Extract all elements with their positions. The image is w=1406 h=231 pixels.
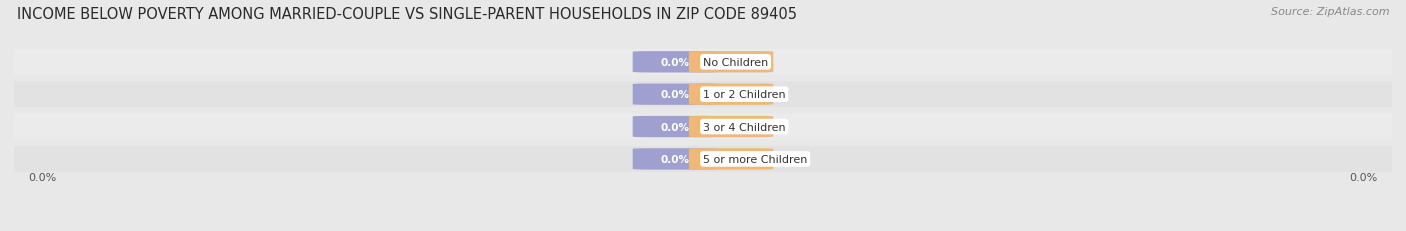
Text: 3 or 4 Children: 3 or 4 Children [703,122,786,132]
Text: 0.0%: 0.0% [661,122,689,132]
Text: 0.0%: 0.0% [661,58,689,67]
Text: 0.0%: 0.0% [28,172,56,182]
FancyBboxPatch shape [633,149,717,170]
FancyBboxPatch shape [689,52,773,73]
Text: 1 or 2 Children: 1 or 2 Children [703,90,786,100]
FancyBboxPatch shape [689,149,773,170]
Text: 0.0%: 0.0% [661,154,689,164]
Text: 0.0%: 0.0% [1350,172,1378,182]
Text: 0.0%: 0.0% [717,154,745,164]
FancyBboxPatch shape [0,146,1406,172]
Text: INCOME BELOW POVERTY AMONG MARRIED-COUPLE VS SINGLE-PARENT HOUSEHOLDS IN ZIP COD: INCOME BELOW POVERTY AMONG MARRIED-COUPL… [17,7,797,22]
Text: 5 or more Children: 5 or more Children [703,154,807,164]
FancyBboxPatch shape [0,114,1406,140]
Text: No Children: No Children [703,58,768,67]
Text: 0.0%: 0.0% [717,58,745,67]
FancyBboxPatch shape [0,50,1406,76]
FancyBboxPatch shape [689,84,773,105]
FancyBboxPatch shape [0,82,1406,108]
FancyBboxPatch shape [633,84,717,105]
Text: 0.0%: 0.0% [661,90,689,100]
FancyBboxPatch shape [689,116,773,138]
Text: 0.0%: 0.0% [717,90,745,100]
FancyBboxPatch shape [633,116,717,138]
FancyBboxPatch shape [633,52,717,73]
Text: 0.0%: 0.0% [717,122,745,132]
Text: Source: ZipAtlas.com: Source: ZipAtlas.com [1271,7,1389,17]
